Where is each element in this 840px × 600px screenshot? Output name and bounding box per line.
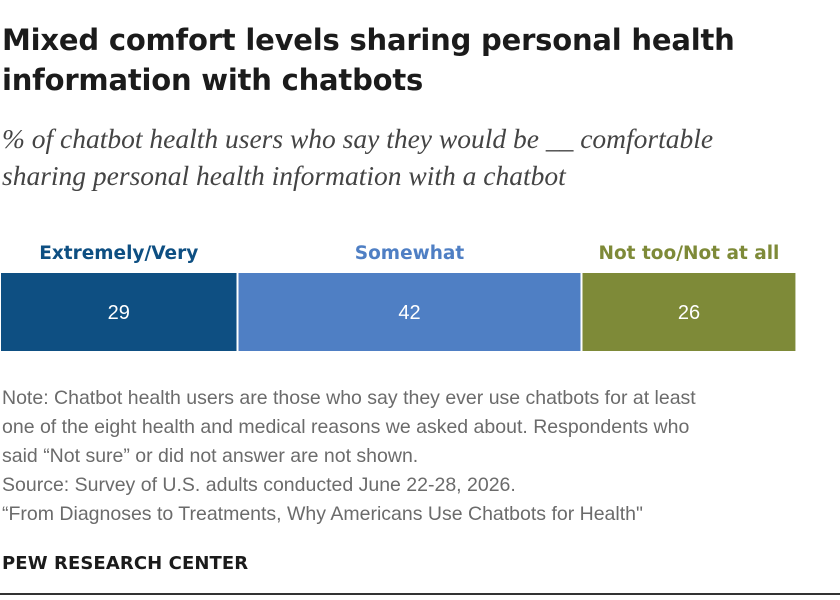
legend-label-somewhat: Somewhat	[355, 243, 465, 264]
bar-segment-extremely-very	[1, 273, 237, 351]
bar-segment-not-too-not-at-all	[582, 273, 796, 351]
chart-subtitle-line-1: % of chatbot health users who say they w…	[2, 123, 714, 154]
chart-title: Mixed comfort levels sharing personal he…	[2, 20, 832, 100]
bottom-rule	[0, 593, 840, 595]
brand-logo-text: PEW RESEARCH CENTER	[2, 553, 249, 574]
chart-title-line-1: Mixed comfort levels sharing personal he…	[2, 23, 735, 57]
report-title-line: “From Diagnoses to Treatments, Why Ameri…	[2, 503, 643, 525]
note-line-1: Note: Chatbot health users are those who…	[2, 387, 696, 409]
bar-segment-somewhat	[238, 273, 581, 351]
data-label-not-too-not-at-all: 26	[678, 302, 700, 324]
note-line-2: one of the eight health and medical reas…	[2, 416, 690, 438]
source-line: Source: Survey of U.S. adults conducted …	[2, 474, 516, 496]
chart-notes: Note: Chatbot health users are those who…	[2, 384, 838, 529]
legend-label-not-too-not-at-all: Not too/Not at all	[598, 243, 779, 264]
note-line-3: said “Not sure” or did not answer are no…	[2, 445, 419, 467]
stacked-bar-chart: 29 Extremely/Very 42 Somewhat 26 Not too/Not …	[1, 243, 796, 351]
data-label-somewhat: 42	[398, 302, 420, 324]
legend-label-extremely-very: Extremely/Very	[39, 243, 198, 264]
chart-title-line-2: information with chatbots	[2, 63, 424, 97]
chart-subtitle-line-2: sharing personal health information with…	[2, 160, 566, 191]
chart-subtitle: % of chatbot health users who say they w…	[2, 120, 838, 194]
data-label-extremely-very: 29	[108, 302, 130, 324]
